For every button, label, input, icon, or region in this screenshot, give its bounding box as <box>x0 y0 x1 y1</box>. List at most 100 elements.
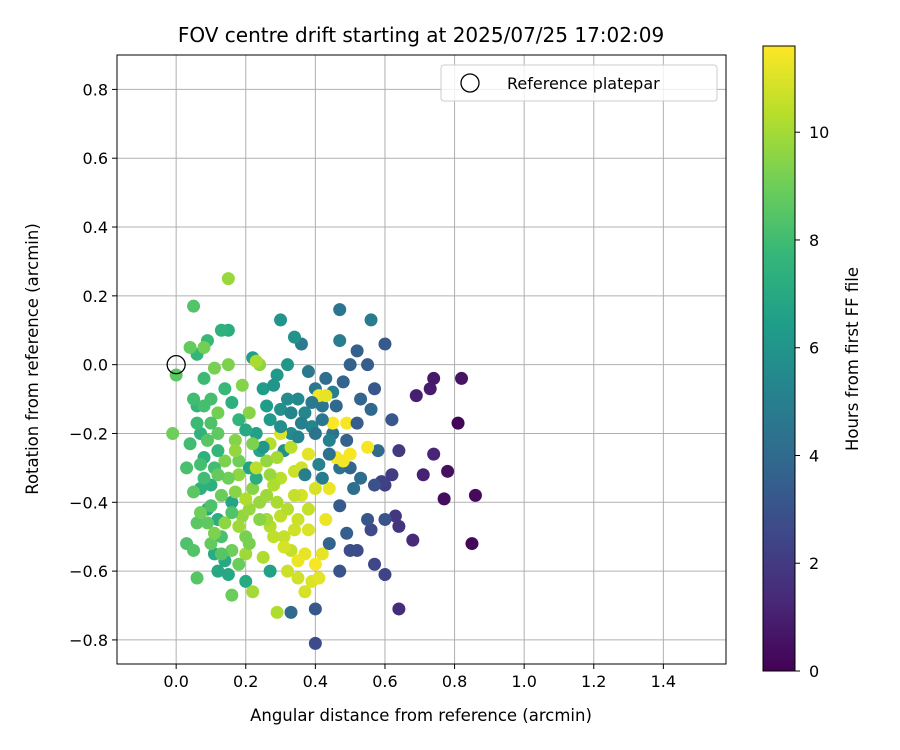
x-tick-label: 1.0 <box>511 672 536 691</box>
data-point <box>312 571 326 585</box>
data-point <box>228 444 242 458</box>
data-point <box>180 461 194 475</box>
data-point <box>232 454 246 468</box>
data-point <box>322 447 336 461</box>
colorbar-tick-label: 8 <box>809 231 819 250</box>
data-point <box>225 495 239 509</box>
data-point <box>308 482 322 496</box>
data-point <box>190 516 204 530</box>
x-axis-ticks: 0.0 0.2 0.4 0.6 0.8 1.0 1.2 1.4 <box>163 664 676 691</box>
data-point <box>361 358 375 372</box>
data-point <box>197 399 211 413</box>
data-point <box>291 571 305 585</box>
data-point <box>468 488 482 502</box>
data-point <box>207 361 221 375</box>
data-point <box>427 371 441 385</box>
data-point <box>315 471 329 485</box>
data-point <box>232 557 246 571</box>
data-point <box>225 543 239 557</box>
data-point <box>378 568 392 582</box>
data-point <box>455 371 469 385</box>
y-tick-label: 0.0 <box>83 356 108 375</box>
data-point <box>187 299 201 313</box>
data-point <box>284 605 298 619</box>
data-point <box>319 389 333 403</box>
data-point <box>277 540 291 554</box>
data-point <box>368 478 382 492</box>
data-point <box>347 482 361 496</box>
data-point <box>406 533 420 547</box>
data-point <box>200 516 214 530</box>
data-point <box>287 488 301 502</box>
colorbar-tick-label: 6 <box>809 339 819 358</box>
data-point <box>232 519 246 533</box>
data-point <box>228 485 242 499</box>
data-point <box>350 344 364 358</box>
data-point <box>284 440 298 454</box>
data-point <box>235 378 249 392</box>
data-point <box>298 468 312 482</box>
data-point <box>364 402 378 416</box>
data-point <box>267 530 281 544</box>
data-point <box>322 482 336 496</box>
data-point <box>197 471 211 485</box>
data-point <box>214 547 228 561</box>
data-point <box>392 602 406 616</box>
data-point <box>465 537 479 551</box>
data-point <box>249 461 263 475</box>
legend-box <box>440 64 718 102</box>
colorbar-label: Hours from first FF file <box>843 267 862 451</box>
data-point <box>187 485 201 499</box>
data-point <box>312 457 326 471</box>
data-point <box>354 471 368 485</box>
data-point <box>291 430 305 444</box>
colorbar-tick-label: 10 <box>809 123 829 142</box>
data-point <box>298 585 312 599</box>
data-point <box>308 557 322 571</box>
data-point <box>246 437 260 451</box>
data-point <box>270 495 284 509</box>
colorbar-gradient <box>763 46 795 671</box>
data-point <box>322 433 336 447</box>
data-point <box>441 464 455 478</box>
data-point <box>319 371 333 385</box>
data-point <box>319 512 333 526</box>
data-point <box>242 406 256 420</box>
data-point <box>409 389 423 403</box>
data-point <box>221 358 235 372</box>
data-point <box>260 488 274 502</box>
data-points <box>166 272 482 650</box>
data-point <box>343 447 357 461</box>
data-point <box>308 602 322 616</box>
data-point <box>211 468 225 482</box>
data-point <box>287 523 301 537</box>
data-point <box>301 447 315 461</box>
data-point <box>221 272 235 286</box>
data-point <box>211 406 225 420</box>
data-point <box>333 564 347 578</box>
data-point <box>301 502 315 516</box>
data-point <box>183 340 197 354</box>
data-point <box>221 568 235 582</box>
data-point <box>315 413 329 427</box>
x-tick-label: 0.0 <box>163 672 188 691</box>
chart-title: FOV centre drift starting at 2025/07/25 … <box>178 23 664 47</box>
data-point <box>368 557 382 571</box>
x-tick-label: 0.2 <box>233 672 258 691</box>
data-point <box>253 512 267 526</box>
data-point <box>364 313 378 327</box>
colorbar-frame <box>762 45 796 672</box>
y-tick-label: 0.8 <box>83 80 108 99</box>
data-point <box>256 550 270 564</box>
data-point <box>190 571 204 585</box>
data-point <box>281 358 295 372</box>
data-point <box>204 499 218 513</box>
data-point <box>260 399 274 413</box>
data-point <box>340 433 354 447</box>
x-tick-label: 0.8 <box>442 672 467 691</box>
data-point <box>270 605 284 619</box>
colorbar-ticks: 0 2 4 6 8 10 <box>795 123 829 681</box>
data-point <box>263 564 277 578</box>
data-point <box>246 482 260 496</box>
data-point <box>437 492 451 506</box>
